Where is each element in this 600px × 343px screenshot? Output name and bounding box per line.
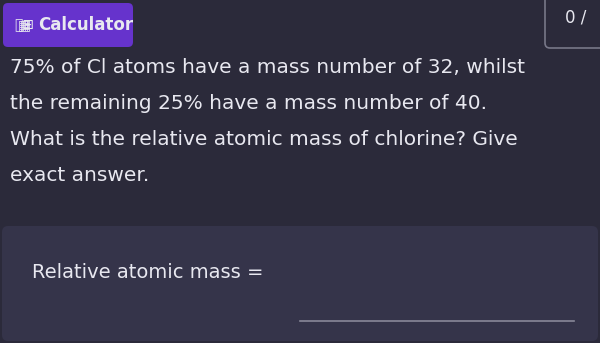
FancyBboxPatch shape bbox=[2, 226, 598, 341]
Text: 75% of Cl atoms have a mass number of 32, whilst: 75% of Cl atoms have a mass number of 32… bbox=[10, 58, 525, 77]
Text: ▦: ▦ bbox=[17, 18, 31, 32]
FancyBboxPatch shape bbox=[545, 0, 600, 48]
Text: 0 /: 0 / bbox=[565, 9, 586, 27]
Text: exact answer.: exact answer. bbox=[10, 166, 149, 185]
Text: 📱⊞: 📱⊞ bbox=[14, 18, 34, 32]
Text: What is the relative atomic mass of chlorine? Give: What is the relative atomic mass of chlo… bbox=[10, 130, 518, 149]
Text: Calculator: Calculator bbox=[38, 16, 133, 34]
Text: the remaining 25% have a mass number of 40.: the remaining 25% have a mass number of … bbox=[10, 94, 487, 113]
Text: Relative atomic mass =: Relative atomic mass = bbox=[32, 262, 263, 282]
FancyBboxPatch shape bbox=[3, 3, 133, 47]
